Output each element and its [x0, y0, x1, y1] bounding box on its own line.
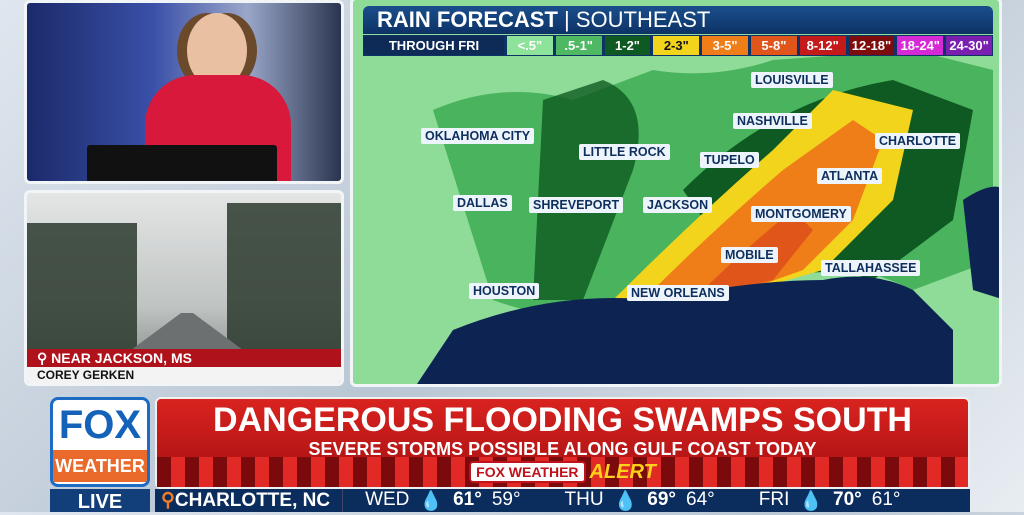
weather-ticker: ⚲CHARLOTTE, NC WED 💧 61° 59° THU 💧 69° 64° FRI 💧 7… — [155, 489, 970, 512]
legend-swatch: 8-12" — [799, 36, 846, 55]
high-temp: 61° — [453, 488, 482, 510]
forecast-day: THU 💧 69° 64° — [543, 489, 737, 513]
low-temp: 61° — [871, 488, 901, 510]
city-label: MONTGOMERY — [751, 206, 851, 222]
city-label: TUPELO — [700, 152, 759, 168]
day-name: FRI — [758, 488, 790, 510]
city-label: NASHVILLE — [733, 113, 812, 129]
city-label: MOBILE — [721, 247, 778, 263]
city-label: JACKSON — [643, 197, 713, 213]
city-label: CHARLOTTE — [875, 133, 961, 149]
subheadline: SEVERE STORMS POSSIBLE ALONG GULF COAST … — [308, 439, 817, 459]
raindrop-icon: 💧 — [799, 490, 824, 512]
ticker-location: ⚲CHARLOTTE, NC — [155, 489, 344, 512]
headline-banner: DANGEROUS FLOODING SWAMPS SOUTH SEVERE S… — [155, 397, 970, 489]
alert-bar: FOX WEATHER ALERT — [157, 457, 968, 487]
raindrop-icon: 💧 — [613, 490, 638, 512]
city-label: LITTLE ROCK — [579, 144, 670, 160]
city-label: TALLAHASSEE — [821, 260, 921, 276]
location-text: NEAR JACKSON, MS — [51, 350, 192, 366]
location-lower-third: ⚲ NEAR JACKSON, MS — [27, 349, 341, 367]
fox-weather-logo: FOX WEATHER — [50, 397, 150, 487]
low-temp: 59° — [491, 488, 521, 510]
high-temp: 70° — [833, 488, 862, 510]
map-title-text: RAIN FORECAST — [377, 7, 558, 32]
rain-forecast-map: RAIN FORECAST | SOUTHEAST THROUGH FRI <.… — [350, 0, 1002, 387]
rain-legend: THROUGH FRI <.5" .5-1" 1-2" 2-3" 3-5" 5-8" 8-1… — [363, 35, 993, 56]
city-label: SHREVEPORT — [529, 197, 624, 213]
live-badge: LIVE — [50, 489, 150, 513]
logo-fox: FOX — [58, 403, 142, 447]
fox-weather-badge: FOX WEATHER — [469, 461, 586, 483]
legend-swatch: 5-8" — [750, 36, 797, 55]
trees-right — [227, 203, 341, 353]
forecast-day: FRI 💧 70° 61° — [737, 489, 923, 513]
map-graphic — [353, 0, 999, 384]
day-name: WED — [365, 488, 410, 510]
legend-period: THROUGH FRI — [364, 36, 504, 55]
desk-monitor — [87, 145, 277, 181]
city-label: NEW ORLEANS — [627, 285, 729, 301]
day-name: THU — [564, 488, 604, 510]
field-video: ⚲ NEAR JACKSON, MS COREY GERKEN — [24, 190, 344, 386]
trees-left — [27, 223, 137, 353]
forecast-day: WED 💧 61° 59° — [343, 489, 542, 513]
legend-swatch: 12-18" — [848, 36, 895, 55]
legend-swatch: 18-24" — [897, 36, 944, 55]
legend-swatch: 3-5" — [702, 36, 748, 55]
legend-swatch: <.5" — [507, 36, 553, 55]
legend-swatch: .5-1" — [555, 36, 602, 55]
city-label: ATLANTA — [817, 168, 883, 184]
reporter-name: COREY GERKEN — [27, 367, 341, 383]
legend-swatch: 1-2" — [604, 36, 651, 55]
city-label: LOUISVILLE — [751, 72, 833, 88]
city-label: HOUSTON — [469, 283, 540, 299]
legend-swatch: 2-3" — [653, 36, 700, 55]
high-temp: 69° — [647, 488, 677, 510]
map-region: SOUTHEAST — [575, 7, 711, 32]
low-temp: 64° — [686, 488, 715, 510]
logo-weather: WEATHER — [53, 450, 147, 482]
headline: DANGEROUS FLOODING SWAMPS SOUTH — [213, 401, 912, 439]
studio-video — [24, 0, 344, 184]
pin-icon: ⚲ — [37, 350, 52, 366]
map-title: RAIN FORECAST | SOUTHEAST — [363, 6, 993, 34]
city-label: OKLAHOMA CITY — [421, 128, 535, 144]
legend-swatch: 24-30" — [946, 36, 992, 55]
raindrop-icon: 💧 — [419, 490, 444, 512]
ticker-location-text: CHARLOTTE, NC — [174, 490, 331, 511]
pin-icon: ⚲ — [161, 490, 175, 511]
alert-label: ALERT — [589, 460, 656, 483]
city-label: DALLAS — [453, 195, 512, 211]
